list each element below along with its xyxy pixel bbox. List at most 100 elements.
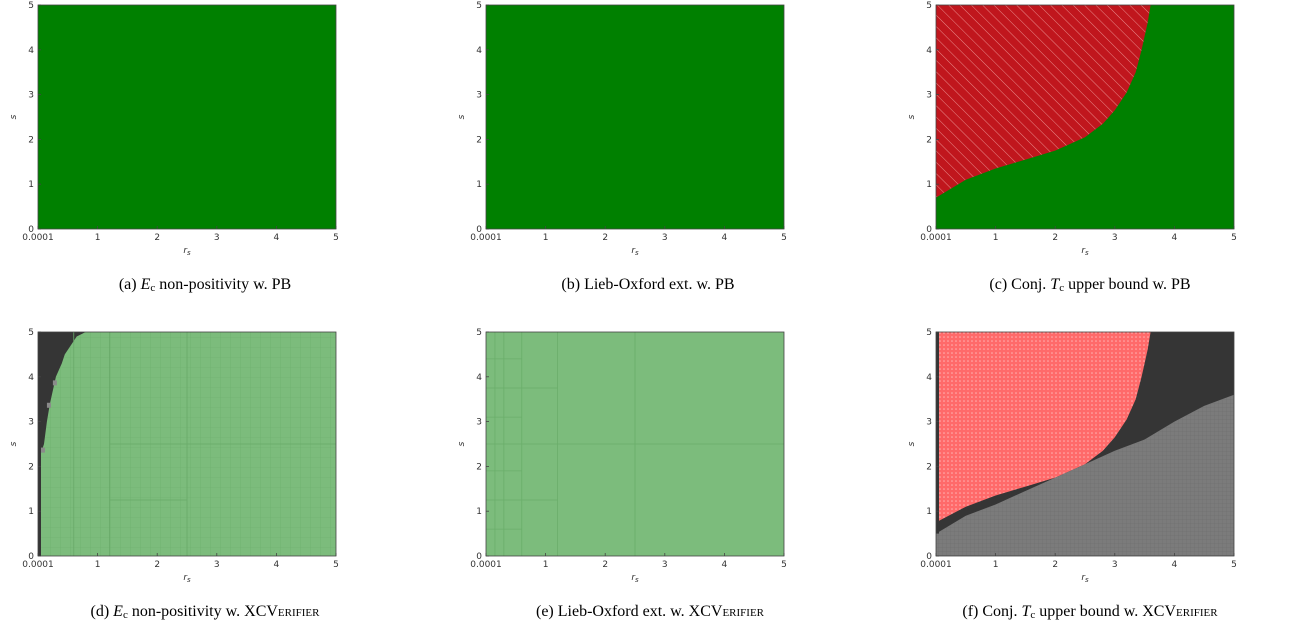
caption-c-subscript: c — [1059, 282, 1065, 294]
caption-e-tool: XCVerifier — [688, 603, 765, 620]
y-tick-label: 4 — [926, 46, 932, 56]
x-tick-label: 2 — [1052, 233, 1058, 243]
y-tick-label: 4 — [476, 373, 482, 383]
caption-e-label: (e) — [535, 603, 554, 620]
region-verified — [936, 394, 1234, 556]
caption-b-label: (b) — [561, 276, 581, 293]
x-tick-label: 4 — [722, 560, 728, 570]
caption-c-symbol: T — [1050, 276, 1060, 293]
x-tick-label: 4 — [274, 233, 280, 243]
caption-d-text: non-positivity w. — [127, 603, 245, 620]
plot-frame — [37, 331, 337, 557]
y-tick-label: 4 — [926, 373, 932, 383]
plot-frame — [485, 331, 785, 557]
x-tick-label: 1 — [95, 560, 101, 570]
y-tick-label: 0 — [926, 225, 932, 235]
caption-c: (c) Conj. Tc upper bound w. PB — [930, 276, 1250, 294]
x-tick-label: 0.0001 — [470, 233, 502, 243]
y-tick-label: 4 — [28, 373, 34, 383]
x-tick-label: 5 — [333, 560, 339, 570]
x-axis-label: rs — [1081, 573, 1089, 584]
y-tick-label: 2 — [926, 135, 932, 145]
y-tick-label: 3 — [28, 418, 34, 428]
y-tick-label: 5 — [28, 328, 34, 338]
panel-f: 0.0001 1 2 3 4 5 0 1 2 3 4 5 rs s — [898, 327, 1289, 627]
caption-d: (d) Ec non-positivity w. XCVerifier — [20, 603, 390, 621]
x-tick-label: 3 — [214, 560, 220, 570]
y-tick-label: 0 — [476, 225, 482, 235]
caption-f: (f) Conj. Tc upper bound w. XCVerifier — [895, 603, 1285, 621]
x-tick-label: 4 — [1172, 233, 1178, 243]
x-axis-label-subscript: s — [635, 249, 639, 257]
x-axis-label-subscript: s — [635, 576, 639, 584]
x-tick-label: 0.0001 — [22, 233, 54, 243]
y-tick-label: 1 — [476, 507, 482, 517]
caption-f-subscript: c — [1030, 609, 1036, 621]
x-axis-label: rs — [631, 246, 639, 257]
x-tick-label: 4 — [722, 233, 728, 243]
x-tick-label: 5 — [1231, 560, 1237, 570]
caption-f-prefix: Conj. — [982, 603, 1022, 620]
x-tick-label: 1 — [993, 233, 999, 243]
y-tick-label: 1 — [926, 180, 932, 190]
caption-e: (e) Lieb-Oxford ext. w. XCVerifier — [470, 603, 830, 621]
unknown-cell — [40, 447, 45, 453]
unknown-cell — [46, 402, 51, 408]
x-tick-label: 0.0001 — [22, 560, 54, 570]
y-tick-label: 0 — [926, 552, 932, 562]
plot-area-b — [486, 5, 784, 229]
panel-a: 0.0001 1 2 3 4 5 0 1 2 3 4 5 rs s — [0, 0, 420, 300]
plot-area-e — [486, 332, 784, 556]
y-tick-label: 5 — [926, 328, 932, 338]
x-tick-label: 1 — [543, 560, 549, 570]
x-axis-label: rs — [183, 573, 191, 584]
y-tick-label: 0 — [476, 552, 482, 562]
caption-d-label: (d) — [90, 603, 110, 620]
x-tick-label: 3 — [1112, 233, 1118, 243]
x-tick-label: 2 — [154, 233, 160, 243]
y-tick-label: 3 — [28, 91, 34, 101]
caption-f-label: (f) — [962, 603, 979, 620]
x-tick-label: 2 — [154, 560, 160, 570]
y-tick-label: 1 — [926, 507, 932, 517]
x-axis-label: rs — [631, 573, 639, 584]
y-axis-label: s — [9, 441, 19, 446]
plot-frame — [37, 4, 337, 230]
caption-f-text: upper bound w. — [1035, 603, 1143, 620]
y-tick-label: 0 — [28, 225, 34, 235]
caption-a-text: non-positivity w. PB — [155, 276, 292, 293]
caption-a-symbol: E — [140, 276, 151, 293]
panel-b: 0.0001 1 2 3 4 5 0 1 2 3 4 5 rs s — [448, 0, 868, 300]
plot-area-d — [38, 332, 336, 556]
x-tick-label: 1 — [993, 560, 999, 570]
y-axis-label: s — [9, 114, 19, 119]
caption-d-symbol: E — [113, 603, 123, 620]
y-tick-label: 3 — [926, 418, 932, 428]
caption-f-symbol: T — [1021, 603, 1031, 620]
y-tick-label: 3 — [926, 91, 932, 101]
region-satisfied — [38, 5, 336, 229]
caption-d-subscript: c — [122, 609, 128, 621]
x-axis-label-subscript: s — [1085, 576, 1089, 584]
y-axis-label: s — [907, 441, 917, 446]
region-violation — [936, 5, 1151, 198]
y-tick-label: 4 — [476, 46, 482, 56]
y-axis-label: s — [457, 114, 467, 119]
x-axis-label: rs — [1081, 246, 1089, 257]
x-tick-label: 3 — [1112, 560, 1118, 570]
x-tick-label: 5 — [1231, 233, 1237, 243]
x-axis-label-subscript: s — [187, 249, 191, 257]
x-tick-label: 0.0001 — [470, 560, 502, 570]
panel-c: 0.0001 1 2 3 4 5 0 1 2 3 4 5 rs s — [898, 0, 1289, 300]
y-tick-label: 0 — [28, 552, 34, 562]
x-tick-label: 0.0001 — [920, 560, 952, 570]
x-tick-label: 2 — [602, 560, 608, 570]
caption-d-tool: XCVerifier — [244, 603, 320, 620]
x-tick-label: 3 — [214, 233, 220, 243]
x-tick-label: 5 — [781, 233, 787, 243]
plot-frame — [485, 4, 785, 230]
